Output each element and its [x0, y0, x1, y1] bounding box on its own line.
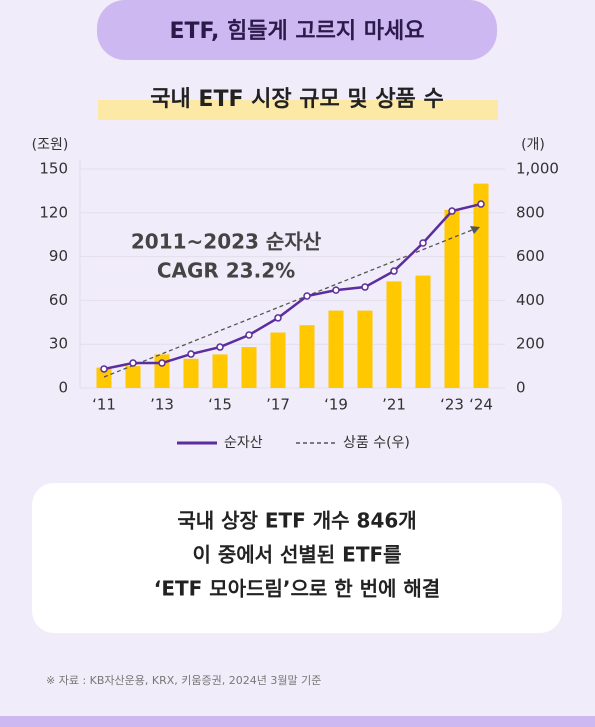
point: [419, 239, 427, 247]
point: [245, 331, 253, 339]
point: [477, 200, 485, 208]
title-highlight: [98, 100, 498, 120]
x-tick-label: ’17: [266, 396, 290, 414]
point: [390, 267, 398, 275]
message-line: 국내 상장 ETF 개수 846개: [177, 509, 416, 533]
chart-title: 국내 ETF 시장 규모 및 상품 수: [150, 87, 443, 112]
x-tick-label: ‘24: [469, 396, 493, 414]
y2-tick-label: 1,000: [516, 160, 559, 178]
message-box: [32, 483, 562, 633]
x-tick-label: ’21: [382, 396, 406, 414]
y2-tick-label: 0: [516, 379, 526, 397]
y-label: (조원): [32, 137, 69, 153]
y-tick-label: 30: [49, 335, 68, 353]
point: [303, 292, 311, 300]
y2-label: (개): [521, 137, 545, 153]
line: [103, 202, 482, 371]
y-tick-label: 60: [49, 291, 68, 309]
bar: [386, 281, 402, 388]
y-tick-label: 0: [58, 379, 68, 397]
x-tick-label: ‘11: [92, 396, 116, 414]
bar: [444, 209, 460, 388]
bar: [473, 183, 489, 388]
x-tick-label: ‘23: [440, 396, 464, 414]
point: [187, 350, 195, 358]
bar: [241, 347, 257, 388]
footnote: ※ 자료 : KB자산운용, KRX, 키움증권, 2024년 3월말 기준: [46, 674, 321, 687]
annotation: CAGR 23.2%: [157, 259, 295, 283]
x-tick-label: ‘19: [324, 396, 348, 414]
point: [274, 314, 282, 322]
bar: [212, 354, 228, 388]
y2-tick-label: 200: [516, 335, 545, 353]
bar: [357, 310, 373, 388]
bar: [415, 275, 431, 388]
point: [361, 283, 369, 291]
point: [332, 286, 340, 294]
point: [100, 365, 108, 373]
bar: [183, 358, 199, 388]
y-tick-label: 120: [39, 203, 68, 221]
bar: [328, 310, 344, 388]
header-pill: [97, 0, 497, 60]
point: [216, 343, 224, 351]
trend-arrow: [470, 226, 480, 234]
bottom-strip: [0, 716, 595, 727]
y2-tick-label: 600: [516, 247, 545, 265]
y-tick-label: 90: [49, 247, 68, 265]
x-tick-label: ’13: [150, 396, 174, 414]
bar: [299, 325, 315, 388]
legend-label: 상품 수(우): [343, 435, 410, 451]
y-tick-label: 150: [39, 160, 68, 178]
point: [448, 207, 456, 215]
point: [158, 359, 166, 367]
bar: [270, 332, 286, 388]
annotation: 2011~2023 순자산: [131, 230, 322, 254]
legend-label: 순자산: [224, 435, 263, 451]
point: [129, 359, 137, 367]
y2-tick-label: 400: [516, 291, 545, 309]
bar: [96, 367, 112, 388]
header-title: ETF, 힘들게 고르지 마세요: [169, 19, 424, 44]
bar: [125, 366, 141, 388]
message-line: 이 중에서 선별된 ETF를: [192, 543, 401, 567]
y2-tick-label: 800: [516, 203, 545, 221]
x-tick-label: ‘15: [208, 396, 232, 414]
message-line: ‘ETF 모아드림’으로 한 번에 해결: [154, 577, 440, 601]
